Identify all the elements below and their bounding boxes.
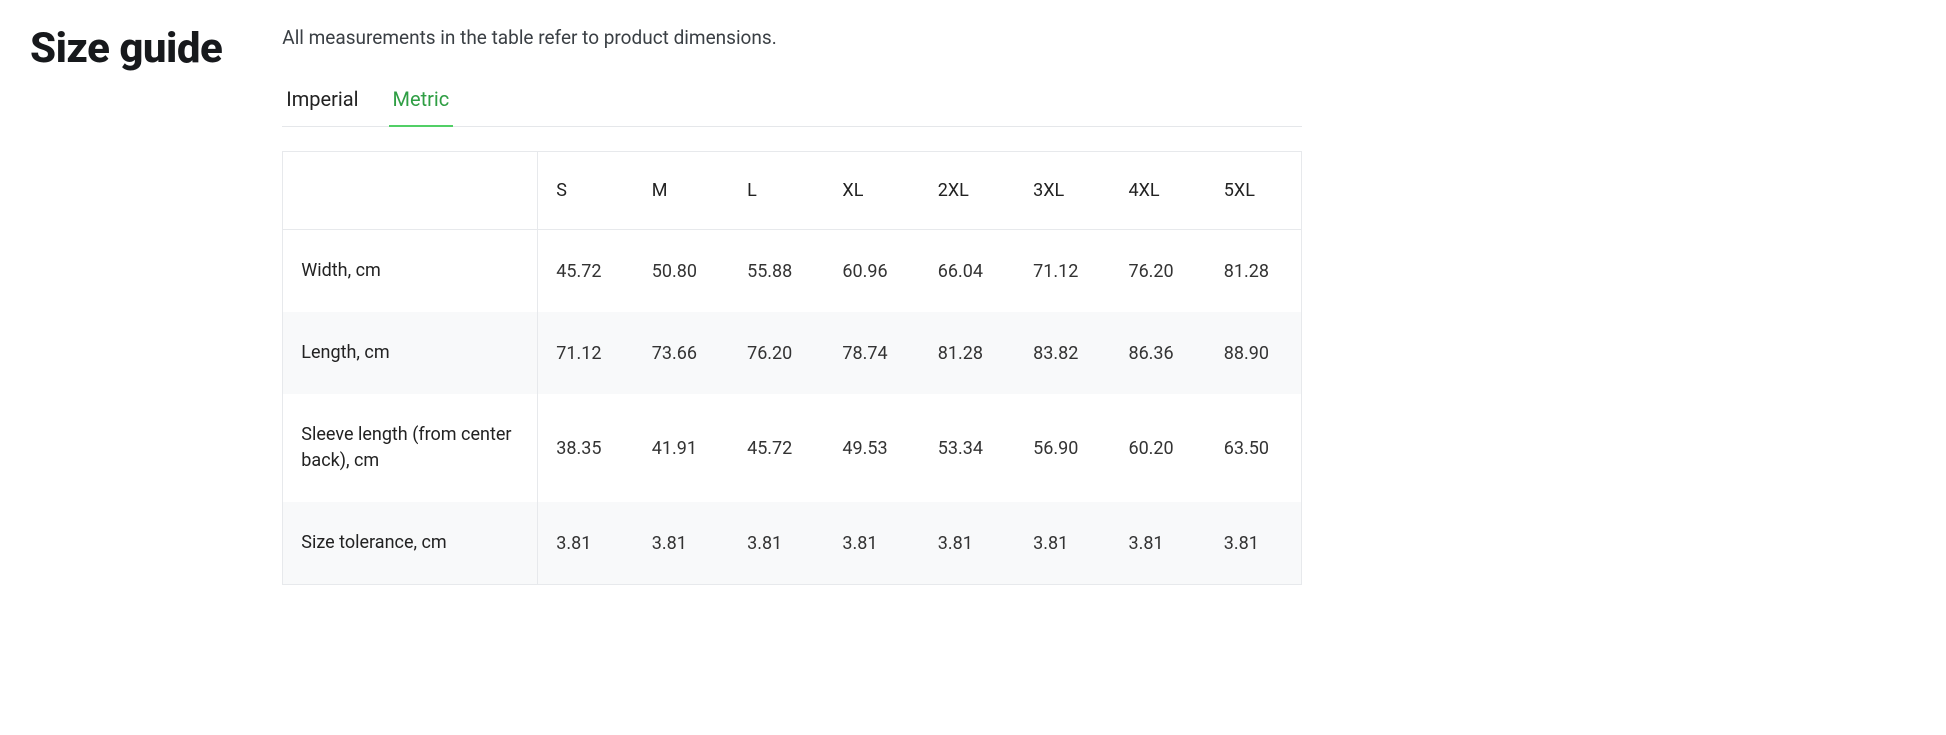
cell: 71.12 [1015,230,1110,313]
cell: 45.72 [538,230,634,313]
table-row: Width, cm 45.72 50.80 55.88 60.96 66.04 … [283,230,1302,313]
cell: 66.04 [920,230,1015,313]
table-header-2xl: 2XL [920,152,1015,230]
cell: 81.28 [920,312,1015,394]
table-header-xl: XL [824,152,919,230]
table-row: Size tolerance, cm 3.81 3.81 3.81 3.81 3… [283,502,1302,585]
row-label: Length, cm [283,312,538,394]
row-label: Width, cm [283,230,538,313]
row-label: Sleeve length (from center back), cm [283,394,538,502]
tab-imperial[interactable]: Imperial [282,77,362,127]
table-header-3xl: 3XL [1015,152,1110,230]
cell: 45.72 [729,394,824,502]
size-table: S M L XL 2XL 3XL 4XL 5XL Width, cm 45.72… [282,151,1302,585]
table-header-blank [283,152,538,230]
unit-tabs: Imperial Metric [282,77,1302,127]
cell: 76.20 [1110,230,1205,313]
cell: 3.81 [1110,502,1205,585]
cell: 71.12 [538,312,634,394]
cell: 60.20 [1110,394,1205,502]
cell: 50.80 [634,230,729,313]
cell: 3.81 [920,502,1015,585]
cell: 38.35 [538,394,634,502]
cell: 60.96 [824,230,919,313]
cell: 3.81 [538,502,634,585]
row-label: Size tolerance, cm [283,502,538,585]
table-header-m: M [634,152,729,230]
cell: 83.82 [1015,312,1110,394]
table-header-4xl: 4XL [1110,152,1205,230]
table-header-row: S M L XL 2XL 3XL 4XL 5XL [283,152,1302,230]
table-header-l: L [729,152,824,230]
cell: 55.88 [729,230,824,313]
cell: 3.81 [1015,502,1110,585]
table-header-s: S [538,152,634,230]
cell: 56.90 [1015,394,1110,502]
size-guide-subtitle: All measurements in the table refer to p… [282,26,1302,49]
cell: 88.90 [1206,312,1302,394]
page-title: Size guide [30,24,222,73]
cell: 76.20 [729,312,824,394]
table-row: Length, cm 71.12 73.66 76.20 78.74 81.28… [283,312,1302,394]
cell: 3.81 [729,502,824,585]
cell: 41.91 [634,394,729,502]
tab-metric[interactable]: Metric [389,77,454,127]
table-header-5xl: 5XL [1206,152,1302,230]
cell: 73.66 [634,312,729,394]
cell: 78.74 [824,312,919,394]
cell: 49.53 [824,394,919,502]
cell: 81.28 [1206,230,1302,313]
cell: 3.81 [824,502,919,585]
cell: 53.34 [920,394,1015,502]
cell: 3.81 [634,502,729,585]
cell: 86.36 [1110,312,1205,394]
cell: 63.50 [1206,394,1302,502]
table-row: Sleeve length (from center back), cm 38.… [283,394,1302,502]
cell: 3.81 [1206,502,1302,585]
